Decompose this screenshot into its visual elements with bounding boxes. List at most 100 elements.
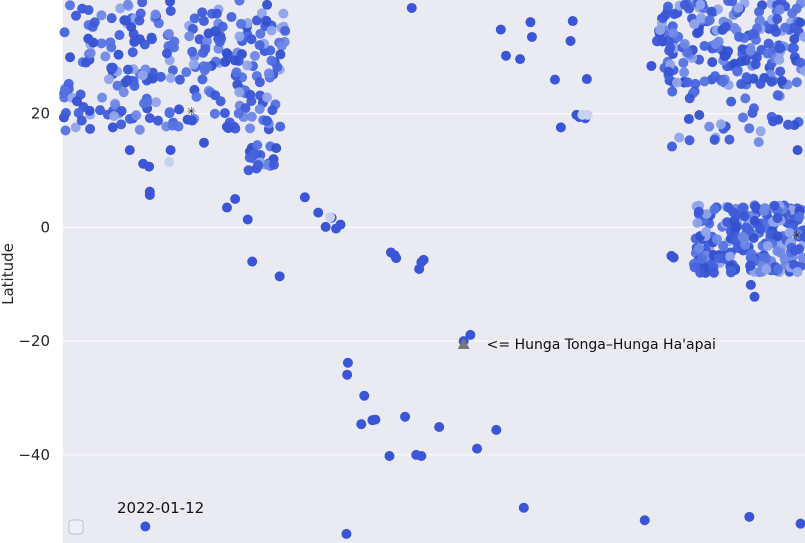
cluster-point [773, 264, 784, 275]
data-point [165, 145, 176, 156]
y-tick-label: −40 [18, 446, 50, 464]
cluster-point [131, 110, 142, 121]
cluster-point [280, 25, 291, 36]
cluster-point [795, 57, 805, 68]
cluster-point [266, 25, 277, 36]
cluster-point [741, 222, 752, 233]
cluster-point [150, 9, 161, 20]
data-points [83, 2, 805, 539]
cluster-point [151, 97, 162, 108]
cluster-point [704, 121, 715, 132]
cluster-point [242, 60, 253, 71]
cluster-top-right-a [652, 0, 805, 91]
cluster-point [734, 31, 745, 42]
data-point [221, 121, 232, 132]
cluster-point [134, 15, 145, 26]
cluster-point [770, 26, 781, 37]
cluster-point [83, 5, 94, 16]
y-tick-label: 20 [31, 105, 50, 123]
cluster-point [780, 22, 791, 33]
data-point [198, 137, 209, 148]
data-point [515, 54, 526, 65]
data-point [221, 202, 232, 213]
cluster-point [278, 8, 289, 19]
data-point [795, 518, 805, 529]
data-point [565, 35, 576, 46]
data-point [750, 201, 761, 212]
data-point [341, 528, 352, 539]
cluster-point [701, 209, 712, 220]
cluster-point [768, 116, 779, 127]
cluster-point [226, 11, 237, 22]
data-point [313, 207, 324, 218]
cluster-point [126, 22, 137, 33]
data-point [124, 145, 135, 156]
cluster-point [684, 135, 695, 146]
cluster-point [663, 1, 674, 12]
cluster-point [123, 64, 134, 75]
cluster-point [732, 66, 743, 77]
cluster-point [174, 104, 185, 115]
star-marker: ✳ [792, 229, 801, 242]
y-axis-title: Latitude [0, 243, 17, 305]
cluster-point [775, 247, 786, 258]
data-point [491, 424, 502, 435]
data-point [299, 192, 310, 203]
cluster-point [761, 264, 772, 275]
cluster-point [100, 51, 111, 62]
data-point [391, 253, 402, 264]
cluster-point [188, 59, 199, 70]
cluster-point [215, 96, 226, 107]
cluster-point [251, 15, 262, 26]
cluster-point [772, 14, 783, 25]
data-point [144, 161, 155, 172]
volcano-triangle-marker [457, 337, 470, 349]
cluster-point [254, 104, 265, 115]
cluster-point [191, 91, 202, 102]
cluster-point [221, 48, 232, 59]
data-point [342, 369, 353, 380]
cluster-point [129, 36, 140, 47]
cluster-point [59, 27, 70, 38]
cluster-point [693, 26, 704, 37]
data-point [567, 16, 578, 27]
data-point [525, 17, 536, 28]
cluster-point [197, 7, 208, 18]
data-point [418, 254, 429, 265]
cluster-point [736, 79, 747, 90]
cluster-point [73, 107, 84, 118]
cluster-point [655, 25, 666, 36]
cluster-point [679, 39, 690, 50]
data-point [744, 511, 755, 522]
cluster-point [733, 2, 744, 13]
cluster-point [791, 3, 802, 14]
cluster-point [198, 16, 209, 27]
cluster-point [137, 70, 148, 81]
cluster-point [71, 96, 82, 107]
cluster-point [799, 231, 805, 242]
cluster-point [760, 252, 771, 263]
cluster-point [97, 92, 108, 103]
cluster-hawaii [243, 140, 282, 176]
cluster-point [699, 40, 710, 51]
cluster-point [696, 12, 707, 23]
cluster-point [249, 50, 260, 61]
cluster-point [755, 15, 766, 26]
cluster-point [710, 39, 721, 50]
grid-lines [63, 113, 805, 456]
cluster-point [254, 77, 265, 88]
cluster-point [268, 159, 279, 170]
cluster-point [165, 72, 176, 83]
cluster-point [682, 77, 693, 88]
cluster-point [747, 28, 758, 39]
cluster-point [690, 78, 701, 89]
cluster-point [755, 224, 766, 235]
cluster-point [784, 227, 795, 238]
cluster-point [116, 119, 127, 130]
data-point [274, 271, 285, 282]
cluster-point [692, 218, 703, 229]
cluster-point [169, 36, 180, 47]
cluster-point [766, 76, 777, 87]
data-point [342, 357, 353, 368]
